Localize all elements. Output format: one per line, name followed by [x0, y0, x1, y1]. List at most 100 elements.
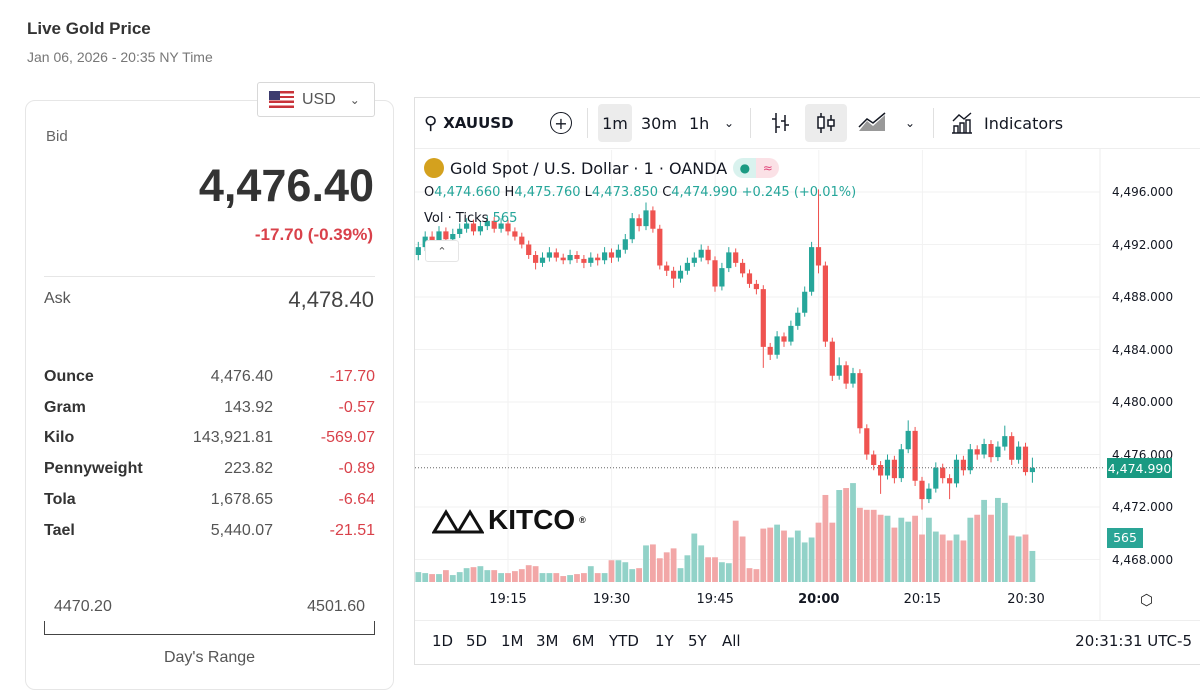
candle-body — [746, 273, 753, 284]
volume-bar — [829, 522, 836, 582]
candle-body — [1016, 446, 1022, 460]
candlestick-chart[interactable] — [0, 0, 1200, 674]
bar-replay-icon[interactable] — [770, 104, 792, 142]
compare-button[interactable]: + — [548, 104, 574, 142]
divider — [415, 148, 1200, 149]
candles-chart-type-icon[interactable] — [805, 104, 847, 142]
unit-price: 143.92 — [224, 399, 273, 416]
ask-price: 4,478.40 — [288, 287, 374, 312]
candle-body — [643, 210, 649, 227]
candle-body — [498, 223, 504, 229]
x-tick-label: 20:15 — [903, 592, 942, 607]
volume-bar — [525, 565, 532, 582]
unit-row-kilo: Kilo 143,921.81 -569.07 — [44, 429, 375, 451]
candle-body — [629, 218, 635, 240]
range-button-1m[interactable]: 1M — [501, 632, 524, 650]
unit-row-tola: Tola 1,678.65 -6.64 — [44, 491, 375, 513]
volume-bar — [967, 517, 974, 582]
candle-body — [470, 223, 477, 232]
candle-body — [1029, 467, 1035, 473]
symbol-search[interactable]: ⚲ XAUUSD — [424, 104, 514, 142]
symbol-label: XAUUSD — [443, 114, 514, 132]
unit-row-tael: Tael 5,440.07 -21.51 — [44, 522, 375, 544]
unit-change: -0.89 — [338, 460, 375, 477]
x-tick-label: 19:30 — [592, 592, 631, 607]
volume-bar — [670, 548, 677, 582]
chart-type-chevron-icon[interactable]: ⌄ — [905, 116, 916, 130]
volume-bar — [581, 573, 587, 582]
range-button-5y[interactable]: 5Y — [688, 632, 707, 650]
range-button-ytd[interactable]: YTD — [609, 632, 639, 650]
volume-bar — [926, 517, 932, 582]
area-chart-icon[interactable] — [857, 104, 889, 142]
settings-hexagon-icon[interactable]: ⬡ — [1140, 592, 1154, 609]
interval-1h[interactable]: 1h — [689, 113, 710, 133]
chevron-down-icon: ⌄ — [349, 92, 360, 107]
indicators-icon — [952, 112, 972, 134]
unit-change: -6.64 — [338, 491, 375, 508]
candle-body — [843, 365, 849, 384]
candle-body — [608, 252, 615, 258]
candle-body — [615, 249, 621, 258]
candle-body — [588, 257, 594, 263]
volume-bar — [567, 575, 573, 582]
page-date: Jan 06, 2026 - 20:35 NY Time — [27, 49, 213, 65]
volume-bar — [422, 573, 429, 582]
volume-bar — [505, 573, 511, 582]
range-button-6m[interactable]: 6M — [572, 632, 595, 650]
interval-dropdown-chevron-icon[interactable]: ⌄ — [724, 116, 735, 130]
volume-bar — [801, 542, 808, 582]
y-tick-label: 4,480.000 — [1112, 395, 1174, 409]
volume-bar — [656, 558, 663, 582]
candle-body — [864, 428, 870, 455]
volume-bar — [712, 557, 718, 582]
candle-body — [1002, 436, 1008, 447]
candle-body — [581, 258, 587, 263]
collapse-legend-button[interactable]: ⌃ — [425, 240, 459, 262]
candle-body — [940, 467, 946, 479]
candle-body — [919, 480, 925, 500]
range-bar — [44, 621, 375, 635]
last-price-tag: 4,474.990 — [1107, 458, 1172, 478]
y-tick-label: 4,488.000 — [1112, 290, 1174, 304]
candle-body — [457, 228, 463, 234]
volume-bar — [870, 509, 877, 582]
kitco-logo: KITCO ® — [432, 504, 586, 536]
candle-body — [871, 454, 877, 465]
candle-body — [726, 252, 732, 269]
volume-bar — [815, 522, 822, 582]
candle-body — [450, 234, 456, 240]
candle-body — [574, 255, 580, 259]
volume-bar — [684, 555, 691, 582]
volume-bar — [877, 514, 884, 582]
range-button-1d[interactable]: 1D — [432, 632, 454, 650]
range-button-all[interactable]: All — [722, 632, 741, 650]
currency-dropdown[interactable]: USD ⌄ — [257, 82, 375, 117]
candle-body — [705, 249, 711, 261]
volume-bar — [650, 544, 656, 582]
ohlc-values: O4,474.660 H4,475.760 L4,473.850 C4,474.… — [424, 185, 857, 200]
volume-bar — [739, 536, 746, 582]
unit-change: -21.51 — [329, 522, 375, 539]
volume-bar — [415, 572, 422, 582]
candle-body — [733, 252, 739, 263]
volume-bar — [456, 572, 463, 582]
volume-bar — [463, 568, 470, 582]
candle-body — [1022, 446, 1029, 473]
volume-bar — [574, 574, 580, 582]
range-button-5d[interactable]: 5D — [466, 632, 488, 650]
interval-1m[interactable]: 1m — [598, 104, 632, 142]
indicators-button[interactable]: Indicators — [950, 104, 1063, 142]
candle-body — [533, 255, 539, 263]
volume-bar — [622, 562, 629, 582]
interval-30m[interactable]: 30m — [641, 113, 677, 133]
volume-bar — [719, 562, 725, 582]
volume-bar — [932, 531, 939, 582]
candle-body — [657, 228, 663, 266]
candle-body — [491, 220, 497, 229]
y-tick-label: 4,468.000 — [1112, 552, 1174, 567]
range-button-1y[interactable]: 1Y — [655, 632, 674, 650]
y-tick-label: 4,484.000 — [1112, 342, 1174, 357]
volume-bar — [960, 540, 967, 582]
range-button-3m[interactable]: 3M — [536, 632, 559, 650]
